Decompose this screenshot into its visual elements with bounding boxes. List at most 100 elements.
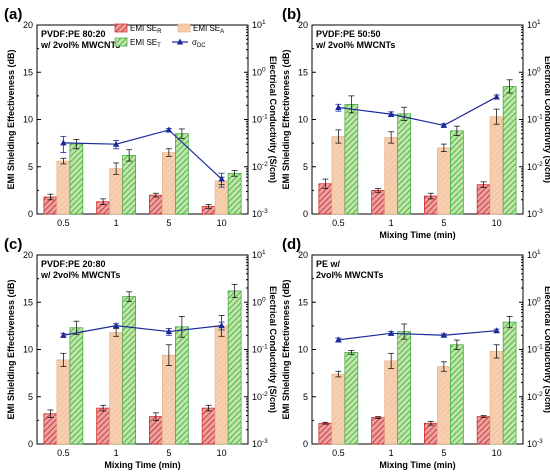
conductivity-point: [335, 103, 342, 110]
y-tick-label: 5: [303, 162, 308, 172]
bar-se-t: [502, 321, 517, 445]
bar-se-r: [318, 422, 333, 445]
y-tick-label: 15: [23, 297, 33, 307]
y2-axis-title: Electrical Conductivity (S/cm): [543, 56, 550, 183]
condition-label: 2vol% MWCNTs: [316, 270, 383, 280]
y2-tick-label: 101: [252, 249, 266, 260]
bar-se-t: [397, 113, 411, 215]
bar-se-a: [489, 116, 504, 215]
legend-swatch-se-r: [114, 23, 128, 33]
y-tick-label: 10: [23, 115, 33, 125]
condition-label: PE w/: [316, 259, 341, 269]
y2-tick-label: 10-2: [527, 391, 543, 402]
x-tick-label: 0.5: [332, 218, 345, 228]
legend-swatch-se-t: [114, 37, 128, 47]
y2-tick-label: 100: [252, 296, 266, 307]
y2-tick-label: 101: [527, 249, 541, 260]
bar-se-a: [384, 360, 398, 445]
conductivity-line: [63, 129, 223, 180]
x-tick-label: 10: [217, 218, 227, 228]
y-tick-label: 10: [23, 345, 33, 355]
y-axis-title: EMI Shielding Effectiveness (dB): [6, 49, 16, 189]
condition-label: w/ 2vol% MWCNTs: [315, 40, 395, 50]
x-tick-label: 10: [217, 448, 227, 458]
bar-se-r: [371, 417, 385, 445]
conductivity-line: [338, 330, 497, 341]
bar-se-t: [227, 173, 242, 215]
conductivity-line: [63, 325, 222, 336]
y2-tick-label: 10-2: [252, 391, 268, 402]
y-tick-label: 20: [298, 20, 308, 30]
bar-se-a: [109, 168, 123, 215]
bar-se-r: [476, 416, 491, 445]
bar-se-t: [69, 327, 84, 445]
bar-se-t: [344, 104, 359, 215]
bar-se-r: [371, 190, 385, 215]
y-tick-label: 0: [303, 439, 308, 449]
x-tick-label: 0.5: [57, 448, 70, 458]
y2-tick-label: 100: [252, 66, 266, 77]
y2-axis-title: Electrical Conductivity (S/cm): [268, 56, 278, 183]
y2-tick-label: 10-3: [527, 438, 543, 449]
x-tick-label: 10: [492, 218, 502, 228]
x-axis-title: Mixing Time (min): [104, 460, 180, 470]
y2-tick-label: 101: [252, 19, 266, 30]
legend-label-se-a: EMI SEA: [193, 24, 224, 35]
legend-label-se-t: EMI SET: [130, 38, 161, 49]
conductivity-point: [493, 93, 500, 100]
y-tick-label: 20: [298, 250, 308, 260]
y-tick-label: 5: [303, 392, 308, 402]
conductivity-line: [338, 96, 497, 127]
bar-se-r: [201, 407, 216, 445]
y-axis-title: EMI Shielding Effectiveness (dB): [6, 279, 16, 419]
bar-se-t: [122, 296, 136, 445]
y-tick-label: 10: [298, 115, 308, 125]
bar-se-a: [109, 332, 123, 445]
bar-se-a: [162, 354, 176, 445]
bar-se-a: [384, 137, 398, 215]
x-tick-label: 1: [114, 218, 119, 228]
bar-se-a: [162, 152, 176, 215]
conductivity-point: [165, 126, 173, 133]
y-tick-label: 0: [28, 439, 33, 449]
y2-tick-label: 100: [527, 296, 541, 307]
conductivity-point: [335, 336, 342, 343]
bar-se-a: [331, 136, 346, 215]
bar-se-t: [397, 331, 411, 445]
y-tick-label: 0: [28, 209, 33, 219]
y-axis-title: EMI Shielding Effectiveness (dB): [281, 279, 291, 419]
conductivity-point: [387, 329, 395, 336]
panel-label: (a): [4, 6, 22, 23]
y-tick-label: 15: [298, 297, 308, 307]
y-tick-label: 15: [298, 67, 308, 77]
bar-se-a: [437, 366, 451, 445]
x-tick-label: 0.5: [332, 448, 345, 458]
bar-se-r: [43, 413, 58, 445]
bar-se-r: [476, 184, 491, 215]
x-tick-label: 5: [166, 218, 171, 228]
bar-se-t: [175, 326, 189, 445]
legend-label-dc: σDC: [192, 38, 206, 49]
bar-se-r: [96, 407, 110, 445]
condition-label: PVDF:PE 50:50: [316, 29, 381, 39]
legend-label-se-r: EMI SER: [130, 24, 162, 35]
y-tick-label: 15: [23, 67, 33, 77]
bar-se-t: [450, 344, 464, 445]
bar-se-r: [149, 194, 163, 215]
y2-axis-title: Electrical Conductivity (S/cm): [268, 286, 278, 413]
y-tick-label: 5: [28, 392, 33, 402]
y2-axis-title: Electrical Conductivity (S/cm): [543, 286, 550, 413]
conductivity-point: [112, 322, 120, 329]
y2-tick-label: 101: [527, 19, 541, 30]
bar-se-t: [502, 86, 517, 215]
y2-tick-label: 100: [527, 66, 541, 77]
bar-se-a: [489, 351, 504, 445]
x-tick-label: 0.5: [57, 218, 70, 228]
legend-marker-dc: [176, 38, 184, 45]
legend-swatch-se-a: [177, 23, 191, 33]
bar-se-r: [424, 422, 438, 445]
